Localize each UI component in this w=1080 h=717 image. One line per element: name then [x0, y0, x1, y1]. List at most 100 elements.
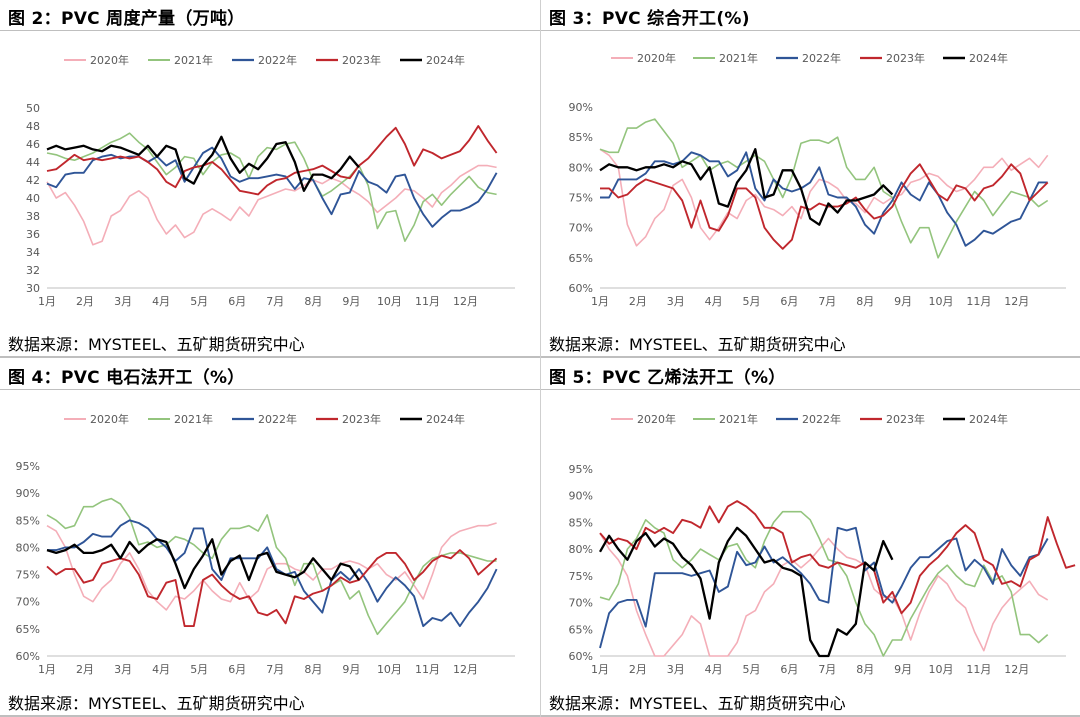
y-tick-label: 44 — [26, 156, 40, 169]
x-tick-label: 2月 — [629, 663, 647, 676]
center-divider — [540, 0, 541, 717]
legend-label-2023: 2023年 — [342, 53, 381, 67]
x-tick-label: 12月 — [1004, 663, 1029, 676]
legend-label-2023: 2023年 — [886, 412, 925, 426]
y-tick-label: 70% — [16, 596, 40, 609]
x-tick-label: 6月 — [228, 663, 246, 676]
y-tick-label: 60% — [569, 282, 593, 295]
y-tick-label: 36 — [26, 228, 40, 241]
y-tick-label: 38 — [26, 210, 40, 223]
legend-label-2021: 2021年 — [719, 51, 758, 65]
chart-title: 图 2：PVC 周度产量（万吨） — [8, 9, 245, 29]
x-tick-label: 12月 — [453, 295, 478, 308]
series-line-2020 — [46, 522, 497, 611]
x-tick-label: 1月 — [38, 663, 56, 676]
x-tick-label: 9月 — [342, 663, 360, 676]
legend-label-2023: 2023年 — [342, 412, 381, 426]
x-tick-label: 4月 — [152, 663, 170, 676]
source-rule — [0, 356, 540, 358]
chart-title: 图 4：PVC 电石法开工（%） — [8, 368, 245, 388]
x-tick-label: 8月 — [304, 663, 322, 676]
series-line-2024 — [46, 538, 360, 590]
y-tick-label: 80% — [16, 541, 40, 554]
y-tick-label: 65% — [569, 623, 593, 636]
y-tick-label: 95% — [16, 460, 40, 473]
series-line-2022 — [600, 151, 1048, 247]
x-tick-label: 4月 — [152, 295, 170, 308]
title-rule — [541, 30, 1080, 31]
series-line-2021 — [599, 510, 1049, 657]
chart-panel-weekly-output: 图 2：PVC 周度产量（万吨） 2020年 2021年 2022年 2023年 202… — [0, 0, 540, 358]
x-tick-label: 1月 — [591, 663, 609, 676]
x-tick-label: 9月 — [894, 663, 912, 676]
x-tick-label: 10月 — [377, 663, 402, 676]
legend-label-2020: 2020年 — [637, 412, 676, 426]
legend-label-2020: 2020年 — [637, 51, 676, 65]
y-tick-label: 46 — [26, 138, 40, 151]
chart-panel-overall-utilization: 图 3：PVC 综合开工(%) 2020年 2021年 2022年 2023年 2024… — [541, 0, 1080, 358]
x-tick-label: 7月 — [266, 295, 284, 308]
x-tick-label: 6月 — [780, 295, 798, 308]
legend-label-2024: 2024年 — [969, 51, 1008, 65]
series-line-2024 — [46, 135, 360, 192]
x-tick-label: 5月 — [743, 663, 761, 676]
y-tick-label: 30 — [26, 282, 40, 295]
x-tick-label: 3月 — [667, 663, 685, 676]
legend-label-2024: 2024年 — [969, 412, 1008, 426]
x-tick-label: 9月 — [894, 295, 912, 308]
x-tick-label: 3月 — [114, 295, 132, 308]
x-tick-label: 1月 — [38, 295, 56, 308]
source-rule — [541, 356, 1080, 358]
chart-title: 图 3：PVC 综合开工(%) — [549, 9, 750, 29]
x-tick-label: 7月 — [818, 663, 836, 676]
legend-label-2022: 2022年 — [258, 412, 297, 426]
title-rule — [541, 389, 1080, 390]
series-line-2023 — [46, 125, 498, 196]
y-tick-label: 95% — [569, 463, 593, 476]
series-line-2022 — [47, 519, 498, 628]
x-tick-label: 12月 — [1004, 295, 1029, 308]
y-tick-label: 65% — [569, 252, 593, 265]
x-tick-label: 3月 — [114, 663, 132, 676]
y-tick-label: 80% — [569, 161, 593, 174]
y-tick-label: 48 — [26, 120, 40, 133]
data-source: 数据来源：MYSTEEL、五矿期货研究中心 — [549, 335, 846, 354]
y-tick-label: 90% — [569, 490, 593, 503]
x-tick-label: 4月 — [705, 663, 723, 676]
title-rule — [0, 389, 540, 390]
x-tick-label: 2月 — [629, 295, 647, 308]
y-tick-label: 42 — [26, 174, 40, 187]
legend-label-2021: 2021年 — [719, 412, 758, 426]
series-line-2023 — [46, 549, 498, 628]
x-tick-label: 2月 — [76, 663, 94, 676]
y-tick-label: 90% — [16, 487, 40, 500]
legend-label-2022: 2022年 — [802, 412, 841, 426]
chart-panel-ethylene-utilization: 图 5：PVC 乙烯法开工（%） 2020年 2021年 2022年 2023年 202… — [541, 359, 1080, 717]
x-tick-label: 1月 — [591, 295, 609, 308]
series-line-2023 — [600, 163, 1049, 250]
y-tick-label: 70% — [569, 597, 593, 610]
y-tick-label: 40 — [26, 192, 40, 205]
x-tick-label: 6月 — [780, 663, 798, 676]
y-tick-label: 85% — [569, 131, 593, 144]
data-source: 数据来源：MYSTEEL、五矿期货研究中心 — [8, 335, 305, 354]
x-tick-label: 2月 — [76, 295, 94, 308]
series-line-2021 — [46, 497, 497, 636]
x-tick-label: 11月 — [966, 663, 991, 676]
x-tick-label: 9月 — [342, 295, 360, 308]
series-line-2022 — [46, 146, 498, 228]
legend-label-2024: 2024年 — [426, 53, 465, 67]
legend-label-2021: 2021年 — [174, 53, 213, 67]
series-line-2021 — [46, 132, 497, 242]
legend-label-2024: 2024年 — [426, 412, 465, 426]
legend-label-2020: 2020年 — [90, 53, 129, 67]
x-tick-label: 10月 — [928, 663, 953, 676]
x-tick-label: 7月 — [818, 295, 836, 308]
x-tick-label: 5月 — [190, 663, 208, 676]
x-tick-label: 10月 — [928, 295, 953, 308]
y-tick-label: 75% — [569, 192, 593, 205]
series-line-2024 — [599, 526, 894, 658]
x-tick-label: 6月 — [228, 295, 246, 308]
legend-label-2020: 2020年 — [90, 412, 129, 426]
y-tick-label: 34 — [26, 246, 40, 259]
